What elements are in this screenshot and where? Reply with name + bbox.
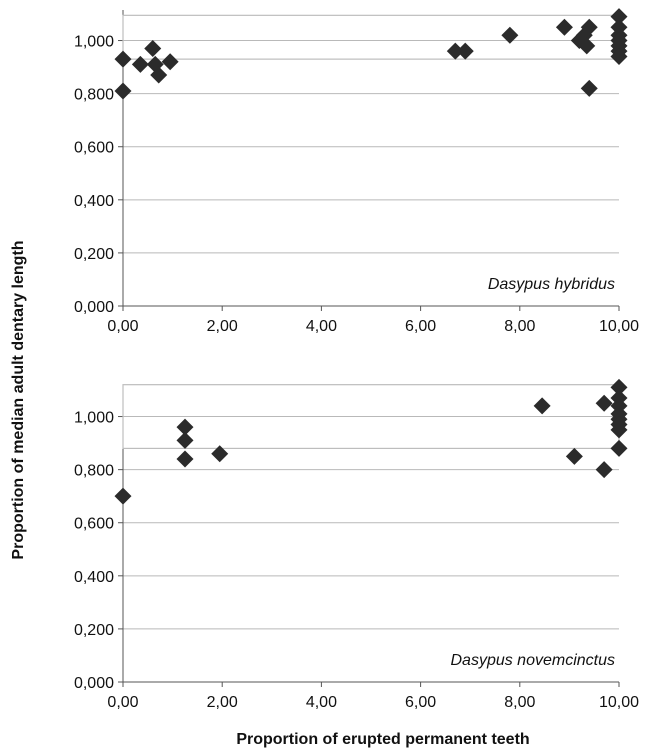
data-point: [610, 439, 628, 457]
x-tick-label: 6,00: [405, 318, 436, 335]
x-tick-label: 0,00: [107, 318, 138, 335]
x-tick-label: 8,00: [504, 318, 535, 335]
data-point: [131, 55, 149, 73]
data-point: [114, 487, 132, 505]
data-point: [610, 8, 628, 26]
y-tick-label: 1,000: [74, 34, 114, 51]
y-tick-label: 0,200: [74, 246, 114, 263]
x-tick-label: 6,00: [405, 694, 436, 711]
y-tick-label: 1,000: [74, 410, 114, 427]
scatter-panel-1: 0,000 0,200 0,400 0,600 0,800 1,000 0,00 2,00 4,…: [74, 8, 639, 335]
data-point: [150, 66, 168, 84]
x-tick-label: 2,00: [207, 694, 238, 711]
data-point: [555, 18, 573, 36]
data-point: [610, 378, 628, 396]
x-tick-label: 10,00: [599, 694, 639, 711]
data-point: [176, 431, 194, 449]
data-point: [446, 42, 464, 60]
data-point: [580, 18, 598, 36]
y-tick-label: 0,800: [74, 87, 114, 104]
data-point: [161, 53, 179, 71]
data-point: [610, 47, 628, 65]
y-tick-label: 0,400: [74, 569, 114, 586]
data-point: [176, 418, 194, 436]
x-tick-label: 2,00: [207, 318, 238, 335]
y-axis-title: Proportion of median adult dentary lengt…: [10, 240, 27, 559]
y-tick-label: 0,200: [74, 622, 114, 639]
y-tick-label: 0,600: [74, 140, 114, 157]
y-tick-label: 0,800: [74, 463, 114, 480]
x-tick-label: 8,00: [504, 694, 535, 711]
data-point: [580, 79, 598, 97]
y-tick-label: 0,600: [74, 516, 114, 533]
y-tick-label: 0,000: [74, 299, 114, 316]
species-label: Dasypus novemcinctus: [450, 652, 615, 669]
data-point: [501, 26, 519, 44]
data-point: [211, 445, 229, 463]
data-point: [114, 50, 132, 68]
data-point: [595, 461, 613, 479]
reference-box: [122, 14, 620, 60]
x-tick-label: 4,00: [306, 318, 337, 335]
y-tick-label: 0,400: [74, 193, 114, 210]
data-point: [578, 37, 596, 55]
data-point: [144, 40, 162, 58]
data-point: [533, 397, 551, 415]
y-tick-label: 0,000: [74, 675, 114, 692]
x-tick-label: 0,00: [107, 694, 138, 711]
data-point: [610, 421, 628, 439]
scatter-panel-2: 0,000 0,200 0,400 0,600 0,800 1,000 0,00 2,00 4,…: [74, 378, 639, 711]
data-point: [595, 394, 613, 412]
data-point: [114, 82, 132, 100]
x-tick-label: 10,00: [599, 318, 639, 335]
x-axis-title: Proportion of erupted permanent teeth: [236, 731, 529, 748]
data-point: [565, 447, 583, 465]
x-tick-label: 4,00: [306, 694, 337, 711]
data-point: [176, 450, 194, 468]
species-label: Dasypus hybridus: [488, 276, 615, 293]
data-point: [456, 42, 474, 60]
